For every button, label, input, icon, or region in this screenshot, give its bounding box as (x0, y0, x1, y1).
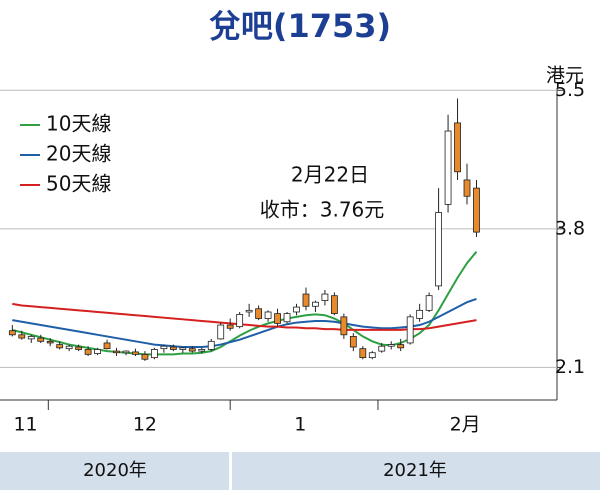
annotation: 2月22日 (291, 163, 369, 187)
annotation: 收市：3.76元 (260, 198, 385, 222)
candle-body (397, 344, 405, 349)
candle-body (406, 316, 414, 344)
candle-body (245, 309, 253, 313)
candle-body (75, 346, 83, 350)
candle-body (27, 336, 35, 340)
candle-body (444, 130, 452, 205)
x-tick-label: 11 (13, 414, 37, 436)
candle-body (160, 345, 168, 350)
candle-body (94, 349, 101, 354)
candle-body (37, 337, 45, 342)
year-band (0, 452, 229, 490)
candle-body (122, 350, 130, 354)
ma-line (12, 297, 477, 349)
legend-label: 50天線 (46, 172, 111, 196)
year-label: 2020年 (83, 460, 147, 481)
candle-body (151, 349, 158, 359)
candle-body (217, 324, 225, 340)
candle-body (113, 350, 120, 354)
chart-title: 兌吧(1753) (209, 7, 391, 45)
y-tick-label: 2.1 (555, 356, 585, 378)
candle-body (463, 179, 471, 197)
candle-body (454, 122, 461, 173)
x-tick-label: 2月 (450, 414, 481, 436)
candle-body (312, 301, 319, 307)
ma-line (12, 251, 478, 356)
candle-body (378, 345, 386, 352)
candle-body (349, 336, 357, 348)
candle-body (18, 334, 26, 339)
candle-body (46, 340, 54, 344)
y-tick-label: 5.5 (555, 79, 585, 101)
y-unit: 港元 (546, 65, 584, 87)
candle-body (198, 349, 206, 352)
candle-body (8, 330, 16, 336)
candle-body (283, 313, 291, 323)
candle-body (132, 351, 139, 355)
candle-body (321, 293, 329, 301)
candle-body (416, 309, 424, 319)
candle-body (236, 314, 244, 328)
candle-body (207, 340, 215, 350)
candle-body (141, 353, 149, 360)
candle-body (359, 348, 367, 359)
x-tick-label: 1 (294, 414, 306, 436)
candle-body (435, 212, 442, 287)
candle-body (473, 187, 480, 233)
candle-body (255, 308, 263, 319)
candle-body (264, 311, 272, 319)
year-band (232, 452, 600, 490)
candle-body (293, 306, 300, 313)
candle-body (330, 295, 338, 315)
legend-label: 20天線 (46, 142, 111, 166)
x-tick-label: 12 (133, 414, 157, 436)
candle-body (226, 324, 234, 329)
candle-body (56, 344, 64, 349)
legend-label: 10天線 (46, 112, 111, 136)
candle-body (368, 352, 376, 359)
candle-body (274, 313, 281, 324)
year-label: 2021年 (383, 460, 447, 481)
candle-body (84, 349, 92, 355)
candle-body (387, 344, 395, 347)
y-tick-label: 3.8 (555, 217, 585, 239)
ma-line (12, 302, 477, 331)
candle-body (179, 347, 187, 350)
candle-body (65, 345, 73, 350)
candle-body (103, 342, 111, 350)
candle-body (302, 293, 310, 307)
candle-body (425, 295, 433, 311)
candle-body (340, 316, 348, 336)
candle-body (188, 348, 196, 352)
candle-body (169, 346, 177, 350)
